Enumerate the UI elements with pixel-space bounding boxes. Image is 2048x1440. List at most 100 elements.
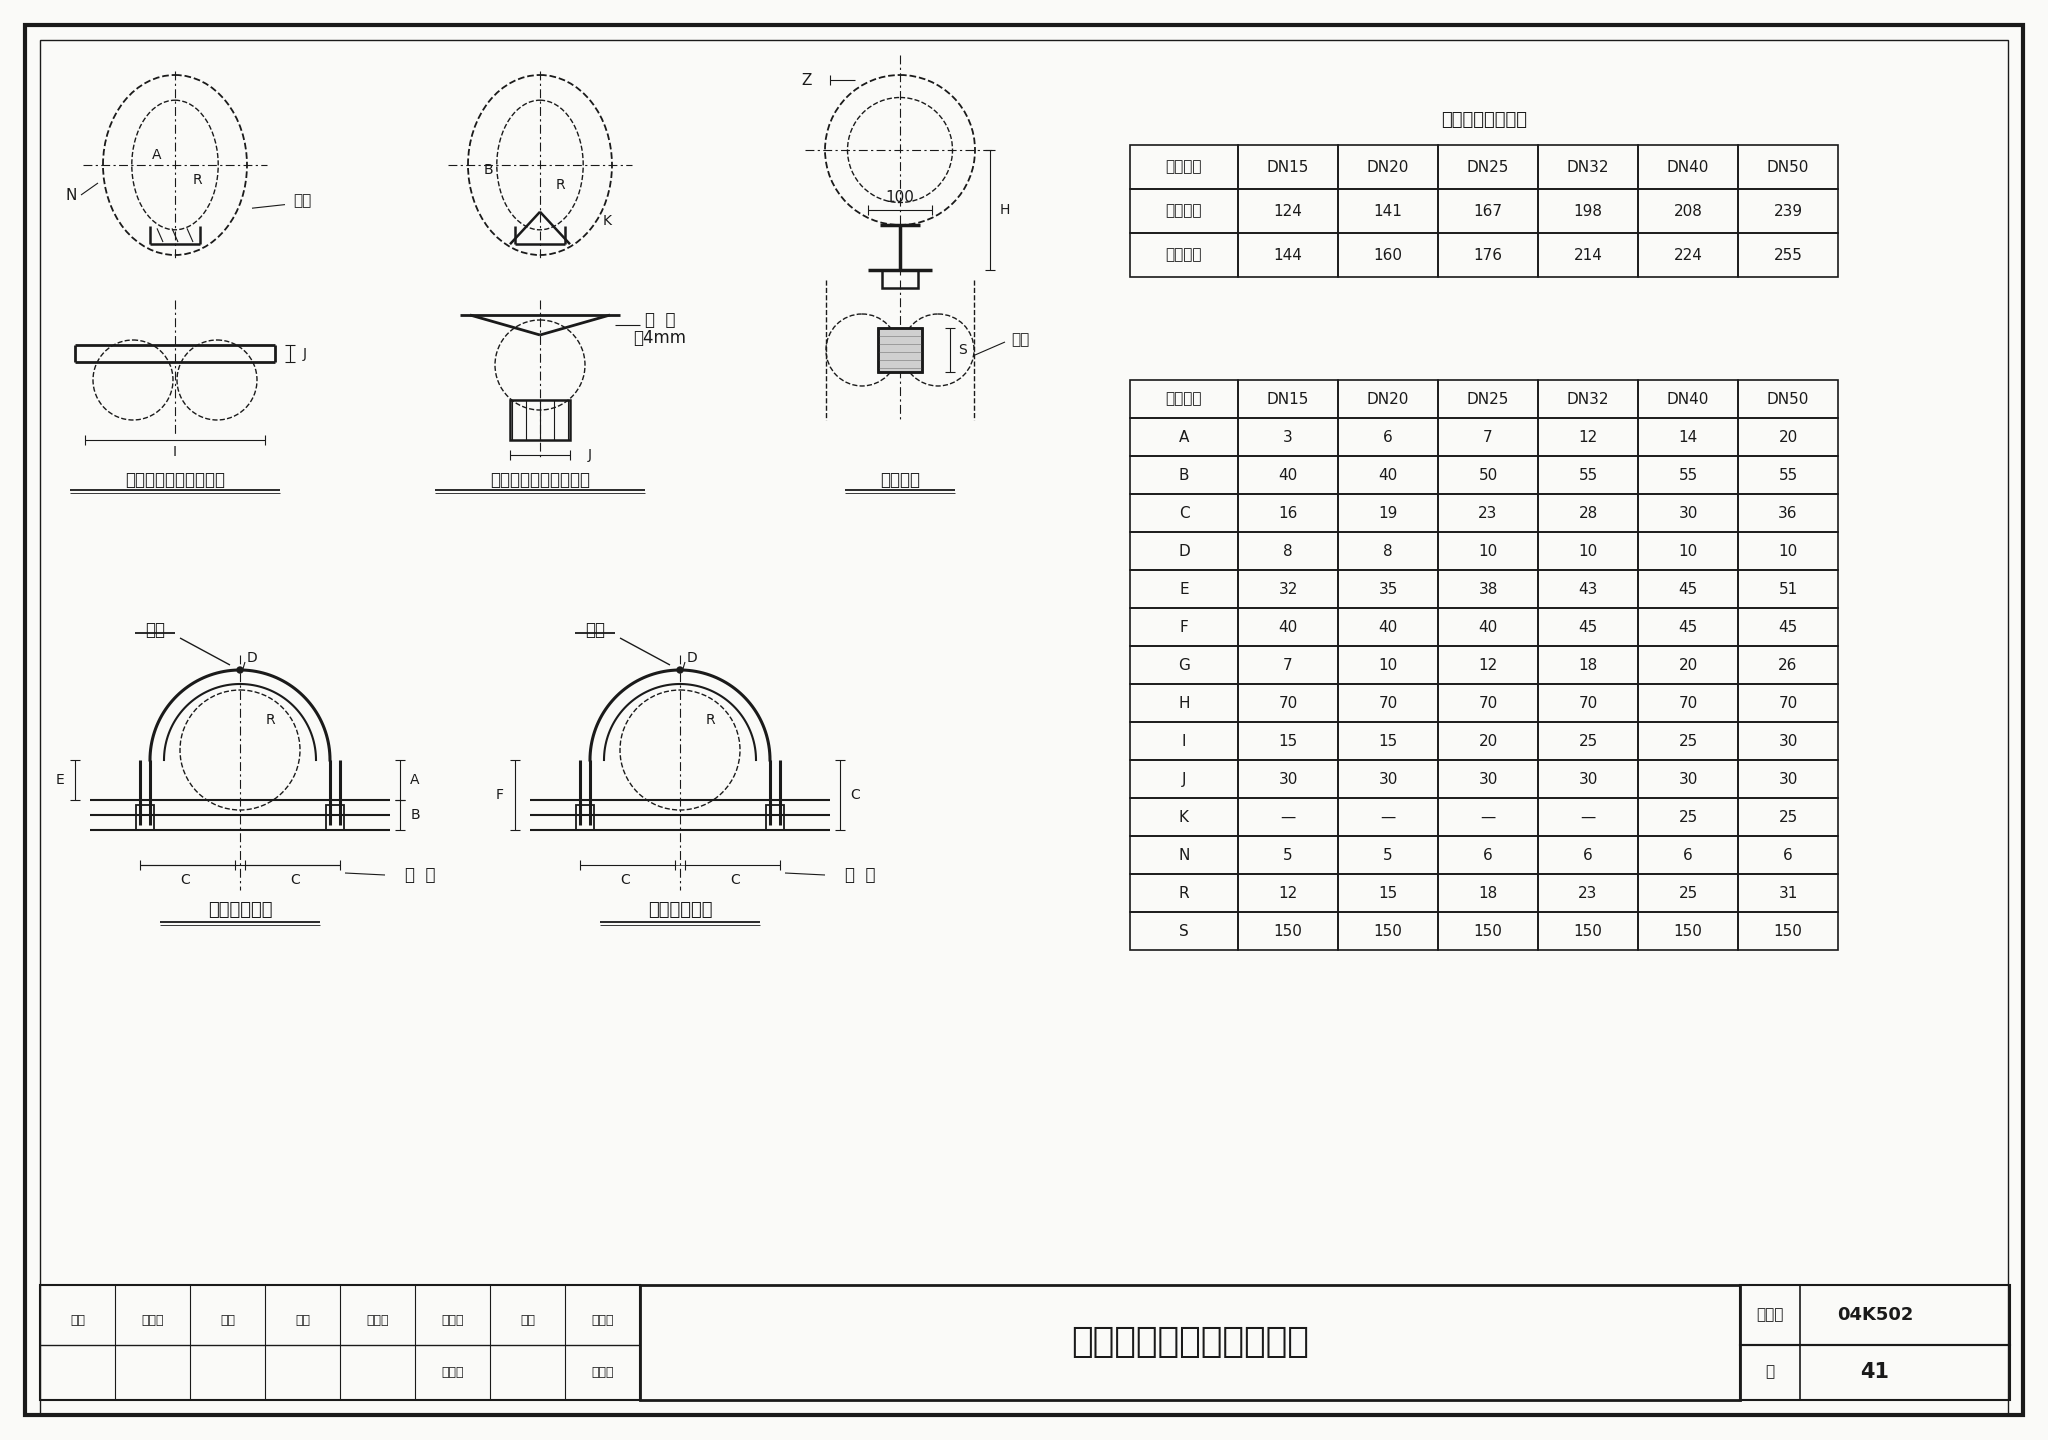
Text: B: B bbox=[483, 163, 494, 177]
Text: 固定支架管卡: 固定支架管卡 bbox=[647, 901, 713, 919]
Bar bbox=[883, 271, 918, 288]
Bar bbox=[1438, 912, 1538, 950]
Text: 6: 6 bbox=[1683, 848, 1694, 863]
Bar bbox=[1237, 912, 1337, 950]
Bar bbox=[1538, 145, 1638, 189]
Text: 30: 30 bbox=[1479, 772, 1497, 786]
Bar bbox=[1237, 608, 1337, 647]
Text: 160: 160 bbox=[1374, 248, 1403, 262]
Bar bbox=[1130, 380, 1237, 418]
Bar bbox=[1438, 380, 1538, 418]
Bar bbox=[1638, 456, 1739, 494]
Text: 124: 124 bbox=[1274, 203, 1303, 219]
Bar bbox=[1739, 570, 1837, 608]
Bar bbox=[1337, 684, 1438, 721]
Bar bbox=[1337, 874, 1438, 912]
Bar bbox=[1739, 684, 1837, 721]
Text: 25: 25 bbox=[1679, 733, 1698, 749]
Bar bbox=[1739, 760, 1837, 798]
Text: R: R bbox=[193, 173, 203, 187]
Bar bbox=[1638, 418, 1739, 456]
Text: DN20: DN20 bbox=[1366, 160, 1409, 174]
Text: 钢板: 钢板 bbox=[1012, 333, 1030, 347]
Text: R: R bbox=[264, 713, 274, 727]
Text: 校对: 校对 bbox=[295, 1313, 309, 1326]
Text: I: I bbox=[172, 445, 176, 459]
Bar bbox=[1638, 608, 1739, 647]
Bar bbox=[1538, 494, 1638, 531]
Bar bbox=[1237, 798, 1337, 837]
Text: 滑动支架: 滑动支架 bbox=[1165, 203, 1202, 219]
Bar bbox=[641, 1284, 1741, 1400]
Bar bbox=[1337, 418, 1438, 456]
Text: S: S bbox=[958, 343, 967, 357]
Text: 23: 23 bbox=[1479, 505, 1497, 520]
Text: 10: 10 bbox=[1579, 543, 1597, 559]
Bar bbox=[1538, 684, 1638, 721]
Text: DN50: DN50 bbox=[1767, 160, 1808, 174]
Bar bbox=[1130, 608, 1237, 647]
Text: 6: 6 bbox=[1382, 429, 1393, 445]
Text: 50: 50 bbox=[1479, 468, 1497, 482]
Bar bbox=[135, 805, 154, 829]
Text: 70: 70 bbox=[1479, 696, 1497, 710]
Bar bbox=[1337, 647, 1438, 684]
Bar bbox=[766, 805, 784, 829]
Bar bbox=[1337, 145, 1438, 189]
Bar bbox=[1638, 233, 1739, 276]
Text: 40: 40 bbox=[1278, 468, 1298, 482]
Text: A: A bbox=[410, 773, 420, 788]
Bar bbox=[1337, 912, 1438, 950]
Text: 198: 198 bbox=[1573, 203, 1602, 219]
Bar bbox=[1739, 837, 1837, 874]
Text: Z: Z bbox=[803, 72, 813, 88]
Text: DN50: DN50 bbox=[1767, 392, 1808, 406]
Bar bbox=[879, 328, 922, 372]
Bar bbox=[1638, 647, 1739, 684]
Bar bbox=[1538, 189, 1638, 233]
Text: 10: 10 bbox=[1479, 543, 1497, 559]
Bar bbox=[1538, 380, 1638, 418]
Bar bbox=[1638, 684, 1739, 721]
Bar bbox=[1638, 380, 1739, 418]
Text: 51: 51 bbox=[1778, 582, 1798, 596]
Text: 10: 10 bbox=[1378, 658, 1397, 672]
Bar bbox=[1438, 456, 1538, 494]
Text: E: E bbox=[55, 773, 63, 788]
Text: R: R bbox=[1180, 886, 1190, 900]
Bar bbox=[1337, 798, 1438, 837]
Bar bbox=[1739, 233, 1837, 276]
Bar bbox=[1538, 608, 1638, 647]
Text: 30: 30 bbox=[1378, 772, 1397, 786]
Text: 赵立民: 赵立民 bbox=[440, 1365, 463, 1378]
Text: 5: 5 bbox=[1382, 848, 1393, 863]
Text: 150: 150 bbox=[1774, 923, 1802, 939]
Bar bbox=[1638, 189, 1739, 233]
Bar bbox=[1337, 570, 1438, 608]
Bar bbox=[1438, 874, 1538, 912]
Text: 150: 150 bbox=[1274, 923, 1303, 939]
Text: 45: 45 bbox=[1579, 619, 1597, 635]
Bar bbox=[1638, 837, 1739, 874]
Text: 页: 页 bbox=[1765, 1365, 1774, 1380]
Text: 18: 18 bbox=[1579, 658, 1597, 672]
Text: 40: 40 bbox=[1378, 468, 1397, 482]
Text: N: N bbox=[66, 187, 76, 203]
Bar bbox=[1237, 874, 1337, 912]
Text: 12: 12 bbox=[1479, 658, 1497, 672]
Bar bbox=[1237, 145, 1337, 189]
Text: D: D bbox=[686, 651, 698, 665]
Text: 7: 7 bbox=[1483, 429, 1493, 445]
Text: C: C bbox=[1180, 505, 1190, 520]
Bar bbox=[1337, 760, 1438, 798]
Text: E: E bbox=[1180, 582, 1188, 596]
Bar bbox=[1741, 1345, 2009, 1400]
Text: 26: 26 bbox=[1778, 658, 1798, 672]
Bar bbox=[1337, 456, 1438, 494]
Bar bbox=[1739, 608, 1837, 647]
Text: S: S bbox=[1180, 923, 1190, 939]
Bar bbox=[1739, 912, 1837, 950]
Bar bbox=[1337, 494, 1438, 531]
Text: 45: 45 bbox=[1679, 582, 1698, 596]
Bar bbox=[1337, 189, 1438, 233]
